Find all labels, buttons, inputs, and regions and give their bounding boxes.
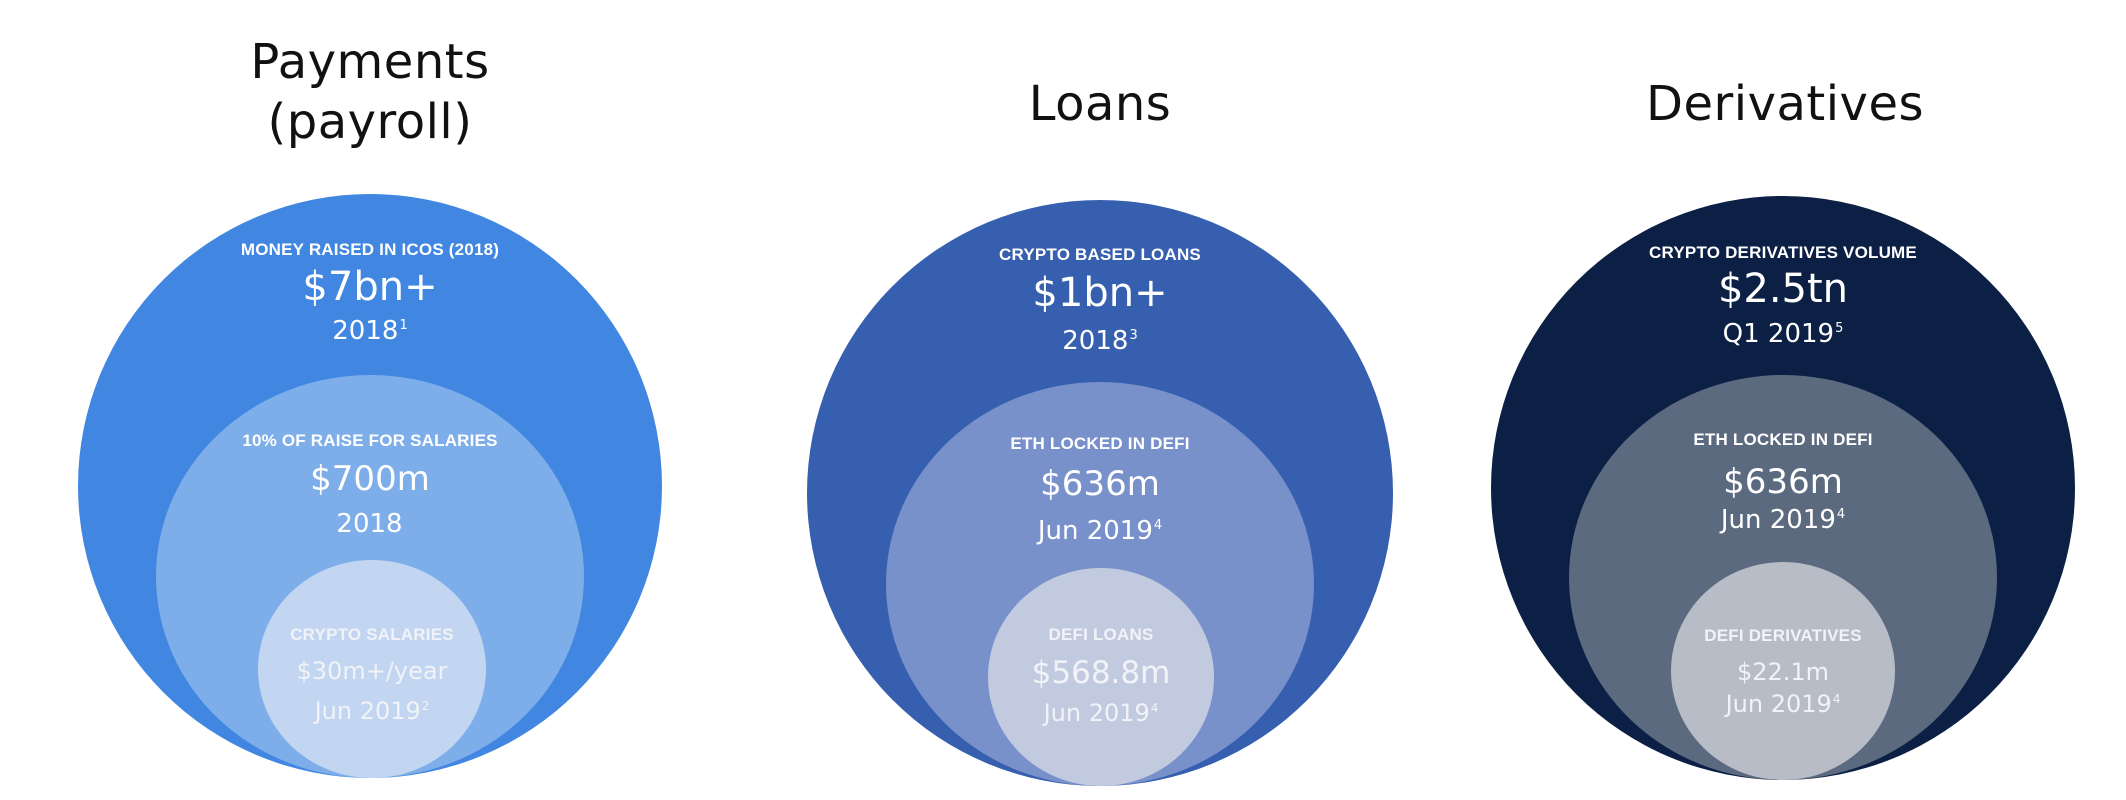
payments-middle-value: $700m	[310, 459, 430, 499]
payments-middle-date: 2018	[156, 509, 584, 539]
payments-inner-footnote: 2	[421, 699, 430, 713]
derivatives-middle-footnote: 4	[1836, 507, 1846, 523]
derivatives-outer-value: $2.5tn	[1717, 266, 1849, 312]
payments-outer-caption: MONEY RAISED IN ICOS (2018)	[240, 240, 500, 259]
derivatives-middle-date-text: Jun 2019	[1720, 505, 1836, 535]
loans-inner-date-text: Jun 2019	[1043, 699, 1150, 727]
payments-outer-date: 20181	[78, 316, 662, 346]
derivatives-panel: Derivatives CRYPTO DERIVATIVES VOLUME $2…	[1475, 0, 2095, 800]
derivatives-inner-caption: DEFI DERIVATIVES	[1704, 626, 1862, 645]
derivatives-title: Derivatives	[1475, 74, 2095, 134]
derivatives-outer-date-text: Q1 2019	[1722, 319, 1835, 349]
loans-title-line-1: Loans	[1028, 76, 1172, 132]
payments-panel: Payments (payroll) MONEY RAISED IN ICOS …	[60, 0, 680, 800]
loans-outer-value: $1bn+	[1032, 270, 1168, 316]
payments-title-line-2: (payroll)	[267, 94, 473, 150]
payments-inner-date: Jun 20192	[258, 697, 486, 725]
loans-inner-circle: DEFI LOANS $568.8m Jun 20194	[988, 568, 1214, 786]
payments-middle-date-text: 2018	[336, 509, 403, 539]
loans-outer-date: 20183	[807, 326, 1393, 356]
derivatives-inner-date-text: Jun 2019	[1725, 690, 1832, 718]
loans-inner-footnote: 4	[1150, 701, 1159, 715]
derivatives-inner-value: $22.1m	[1736, 658, 1830, 686]
derivatives-inner-footnote: 4	[1832, 692, 1841, 706]
derivatives-outer-footnote: 5	[1835, 321, 1844, 337]
derivatives-middle-value: $636m	[1723, 462, 1843, 502]
loans-outer-footnote: 3	[1129, 328, 1138, 344]
payments-outer-footnote: 1	[399, 318, 408, 334]
derivatives-outer-date: Q1 20195	[1491, 319, 2075, 349]
loans-panel: Loans CRYPTO BASED LOANS $1bn+ 20183 ETH…	[790, 0, 1410, 800]
derivatives-middle-caption: ETH LOCKED IN DEFI	[1693, 430, 1873, 449]
loans-title: Loans	[790, 74, 1410, 134]
loans-middle-date-text: Jun 2019	[1037, 516, 1153, 546]
payments-title: Payments (payroll)	[60, 32, 680, 152]
payments-inner-value: $30m+/year	[296, 657, 448, 685]
payments-outer-date-text: 2018	[332, 316, 399, 346]
loans-inner-caption: DEFI LOANS	[1048, 625, 1154, 644]
payments-title-line-1: Payments	[250, 34, 490, 90]
loans-middle-date: Jun 20194	[886, 516, 1314, 546]
loans-outer-caption: CRYPTO BASED LOANS	[999, 245, 1201, 264]
loans-middle-value: $636m	[1040, 464, 1160, 504]
loans-inner-value: $568.8m	[1031, 655, 1171, 691]
loans-middle-footnote: 4	[1153, 518, 1163, 534]
payments-inner-date-text: Jun 2019	[314, 697, 421, 725]
payments-inner-circle: CRYPTO SALARIES $30m+/year Jun 20192	[258, 560, 486, 778]
payments-outer-value: $7bn+	[302, 264, 438, 310]
loans-middle-caption: ETH LOCKED IN DEFI	[1010, 434, 1190, 453]
loans-outer-date-text: 2018	[1062, 326, 1129, 356]
derivatives-title-line-1: Derivatives	[1646, 76, 1924, 132]
derivatives-inner-circle: DEFI DERIVATIVES $22.1m Jun 20194	[1671, 562, 1895, 780]
payments-middle-caption: 10% OF RAISE FOR SALARIES	[242, 431, 498, 450]
payments-inner-caption: CRYPTO SALARIES	[290, 625, 454, 644]
derivatives-middle-date: Jun 20194	[1569, 505, 1997, 535]
loans-inner-date: Jun 20194	[988, 699, 1214, 727]
derivatives-outer-caption: CRYPTO DERIVATIVES VOLUME	[1649, 243, 1917, 262]
derivatives-inner-date: Jun 20194	[1671, 690, 1895, 718]
